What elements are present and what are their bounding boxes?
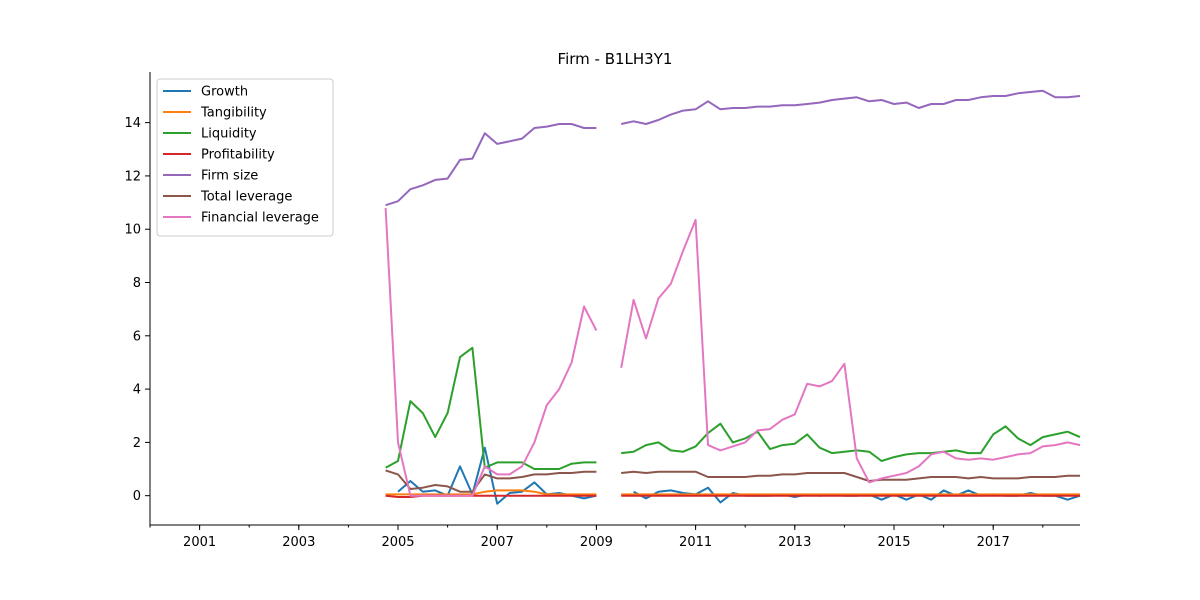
legend-item: Total leverage [163, 190, 292, 205]
x-tick-label: 2003 [282, 535, 315, 550]
legend-item: Financial leverage [163, 211, 319, 226]
y-tick-label: 2 [133, 436, 141, 451]
legend-item: Firm size [163, 169, 258, 184]
y-tick-label: 12 [124, 169, 141, 184]
legend-label: Firm size [201, 169, 258, 184]
series-financial-leverage [384, 207, 1081, 497]
y-tick-label: 0 [133, 489, 141, 504]
y-tick-label: 6 [133, 329, 141, 344]
series-line [385, 469, 597, 493]
chart-title: Firm - B1LH3Y1 [558, 50, 673, 68]
series-line [620, 218, 1081, 484]
series-total-leverage [385, 469, 1080, 493]
x-tick-label: 2013 [778, 535, 811, 550]
x-tick-label: 2011 [679, 535, 712, 550]
y-tick-label: 10 [124, 223, 141, 238]
legend: Growth Tangibility Liquidity Profitability F… [156, 78, 334, 237]
ticks-layer: 2001 2003 2005 2007 2009 2011 2013 2015 2017 0 2 4 6… [124, 116, 1044, 550]
series-tangibility [385, 489, 1080, 496]
series-line [385, 123, 597, 207]
legend-label: Total leverage [200, 190, 292, 205]
x-tick-label: 2009 [580, 535, 613, 550]
x-tick-label: 2015 [877, 535, 910, 550]
series-profitability [385, 494, 1080, 498]
legend-label: Growth [201, 85, 248, 100]
legend-item: Liquidity [163, 127, 257, 142]
series-line [385, 346, 597, 470]
series-line [621, 422, 1081, 462]
legend-item: Tangibility [163, 106, 267, 121]
series-firm-size [385, 89, 1081, 207]
y-tick-label: 4 [133, 383, 141, 398]
axes-layer [149, 72, 1080, 526]
x-tick-label: 2001 [183, 535, 216, 550]
legend-label: Liquidity [201, 127, 257, 142]
legend-item: Growth [163, 85, 248, 100]
x-tick-label: 2017 [977, 535, 1010, 550]
legend-label: Financial leverage [201, 211, 319, 226]
legend-box [156, 78, 334, 237]
legend-label: Profitability [201, 148, 275, 163]
y-tick-label: 8 [133, 276, 141, 291]
x-tick-label: 2005 [381, 535, 414, 550]
series-line [384, 207, 598, 497]
legend-item: Profitability [163, 148, 275, 163]
series-layer [384, 89, 1081, 505]
x-tick-label: 2007 [481, 535, 514, 550]
y-tick-label: 14 [124, 116, 141, 131]
series-line [621, 470, 1080, 482]
series-line [620, 89, 1081, 125]
series-liquidity [385, 346, 1081, 470]
legend-label: Tangibility [200, 106, 267, 121]
series-line [385, 489, 597, 496]
